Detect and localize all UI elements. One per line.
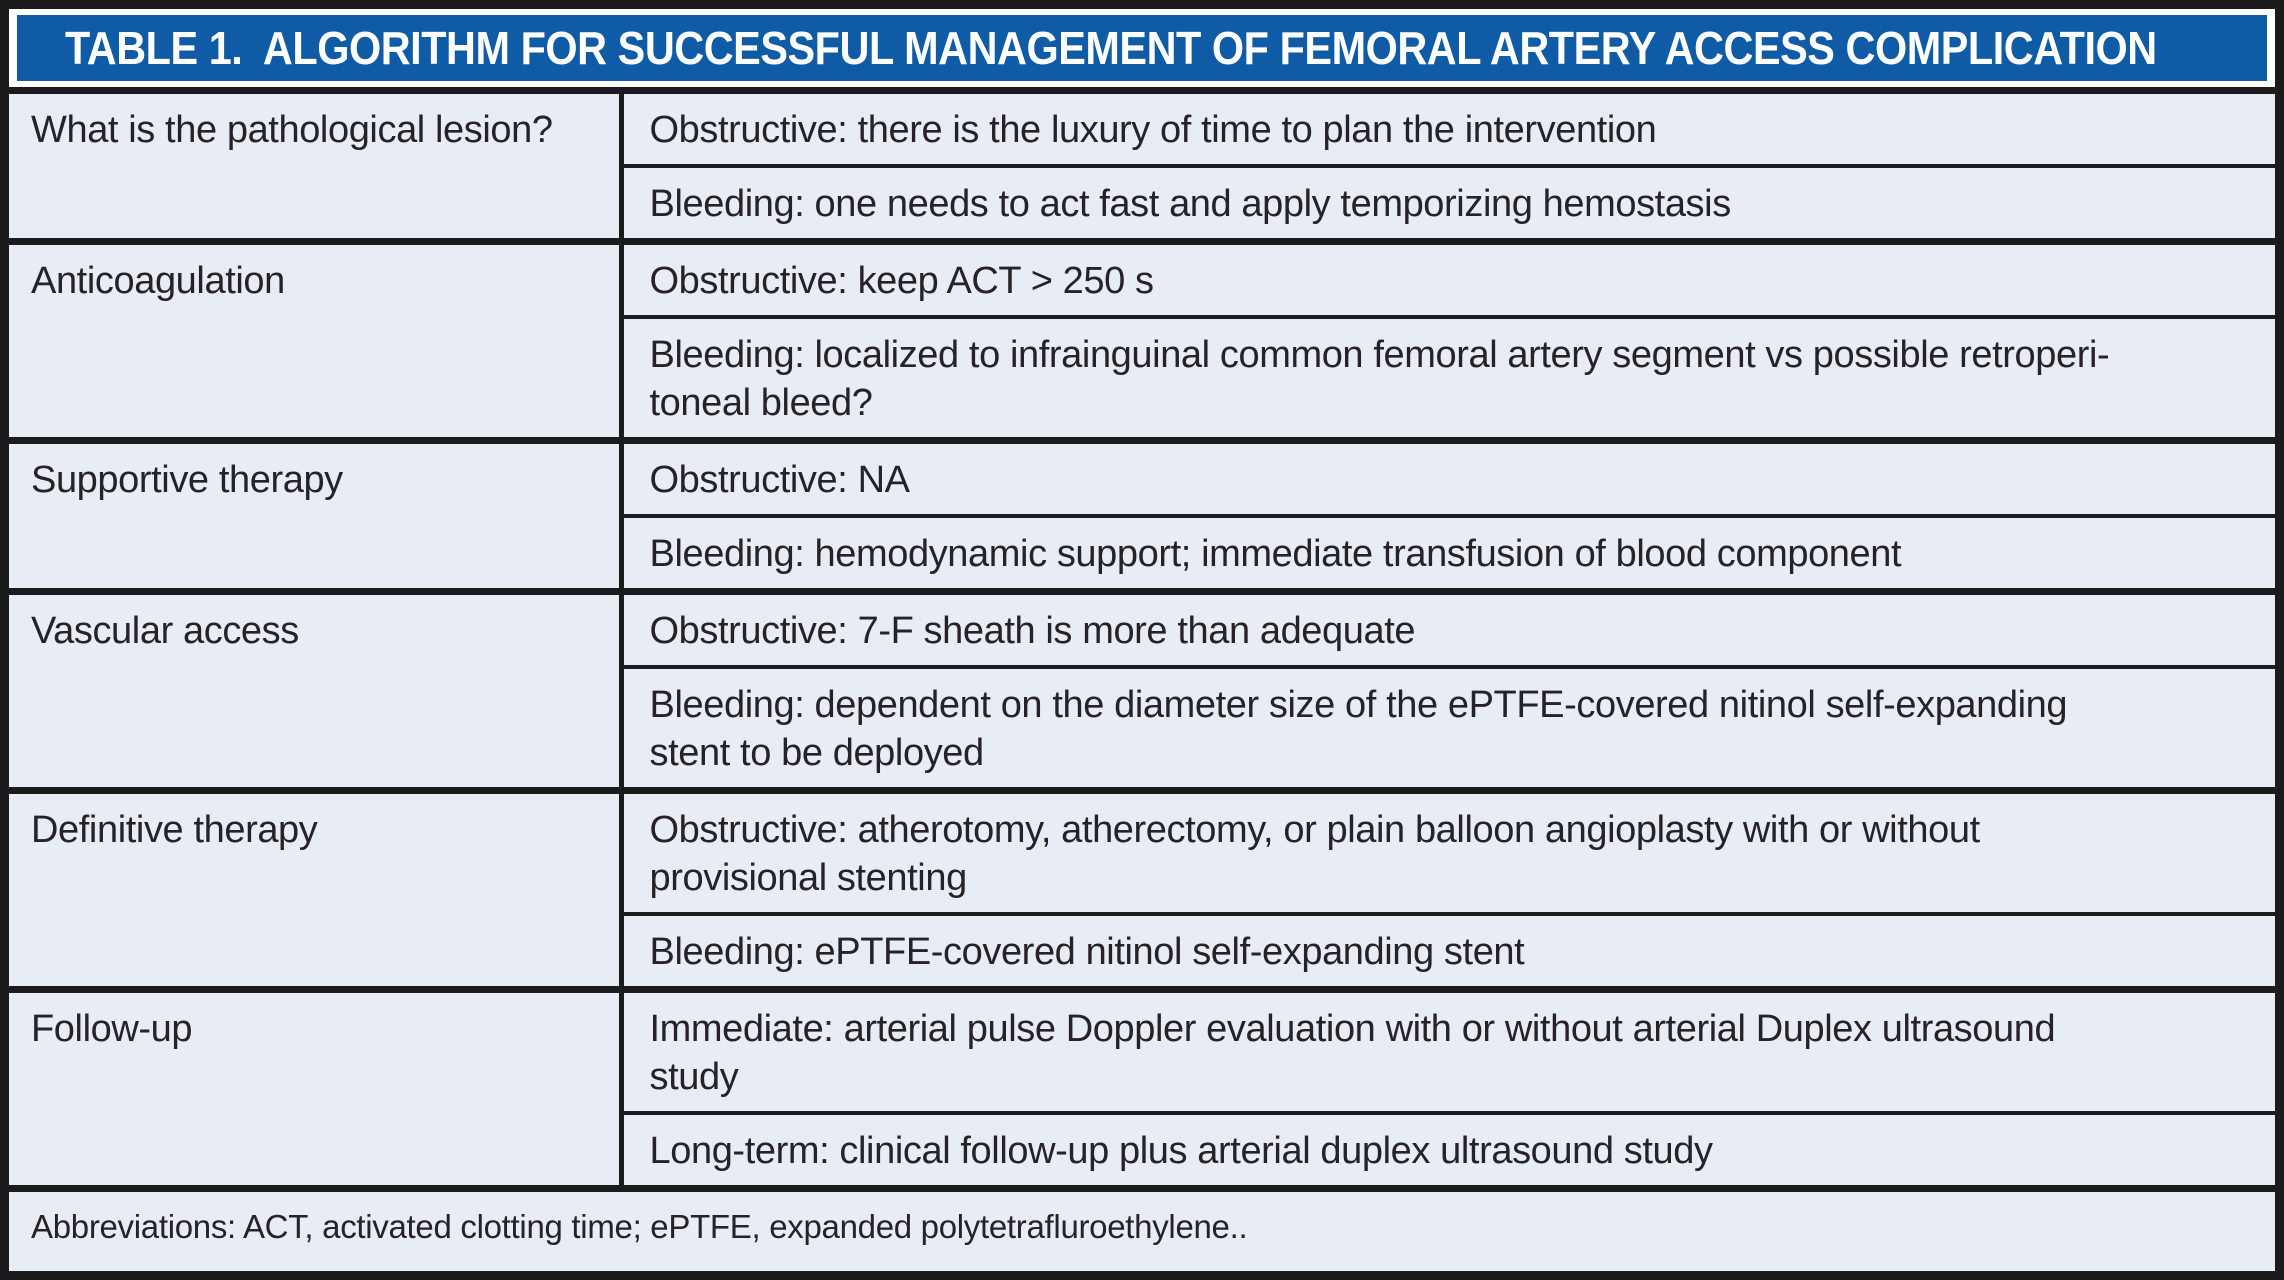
row-label-definitive-therapy: Definitive therapy [9,790,624,993]
table-row: Bleeding: hemodynamic support; immediate… [9,516,2275,595]
table-row: Bleeding: dependent on the diameter size… [9,667,2275,794]
table-row: Supportive therapy Obstructive: NA [9,440,2275,595]
table-row: What is the pathological lesion? Obstruc… [9,90,2275,245]
row-label-pathological-lesion: What is the pathological lesion? [9,90,624,245]
row-label-follow-up: Follow-up [9,989,624,1192]
cell-definitive-bleeding: Bleeding: ePTFE-covered nitinol self-exp… [621,914,2275,993]
cell-anticoagulation-obstructive: Obstructive: keep ACT > 250 s [621,241,2275,319]
cell-followup-longterm: Long-term: clinical follow-up plus arter… [621,1113,2275,1192]
table-row: Follow-up Immediate: arterial pulse Dopp… [9,989,2275,1192]
cell-supportive-bleeding: Bleeding: hemodynamic support; immediate… [621,516,2275,595]
table-row: Definitive therapy Obstructive: atheroto… [9,790,2275,993]
cell-supportive-obstructive: Obstructive: NA [621,440,2275,518]
cell-anticoagulation-bleeding: Bleeding: localized to infrainguinal com… [621,317,2275,444]
cell-lesion-obstructive: Obstructive: there is the luxury of time… [621,90,2275,168]
cell-vascular-bleeding: Bleeding: dependent on the diameter size… [621,667,2275,794]
cell-vascular-obstructive: Obstructive: 7-F sheath is more than ade… [621,591,2275,669]
row-label-anticoagulation: Anticoagulation [9,241,624,444]
algorithm-table: What is the pathological lesion? Obstruc… [9,87,2275,1192]
table-row: Bleeding: localized to infrainguinal com… [9,317,2275,444]
table-row: Anticoagulation Obstructive: keep ACT > … [9,241,2275,444]
table-row: Bleeding: one needs to act fast and appl… [9,166,2275,245]
cell-followup-immediate: Immediate: arterial pulse Doppler evalua… [621,989,2275,1115]
table-title-bar: TABLE 1. ALGORITHM FOR SUCCESSFUL MANAGE… [17,15,2267,81]
cell-definitive-obstructive: Obstructive: atherotomy, atherectomy, or… [621,790,2275,916]
row-label-vascular-access: Vascular access [9,591,624,794]
cell-lesion-bleeding: Bleeding: one needs to act fast and appl… [621,166,2275,245]
table-header: TABLE 1. ALGORITHM FOR SUCCESSFUL MANAGE… [9,9,2275,87]
table-row: Vascular access Obstructive: 7-F sheath … [9,591,2275,794]
table-row: Long-term: clinical follow-up plus arter… [9,1113,2275,1192]
abbreviations-footnote: Abbreviations: ACT, activated clotting t… [9,1192,2275,1271]
table-title: TABLE 1. ALGORITHM FOR SUCCESSFUL MANAGE… [65,22,2157,74]
row-label-supportive-therapy: Supportive therapy [9,440,624,595]
table-row: Bleeding: ePTFE-covered nitinol self-exp… [9,914,2275,993]
